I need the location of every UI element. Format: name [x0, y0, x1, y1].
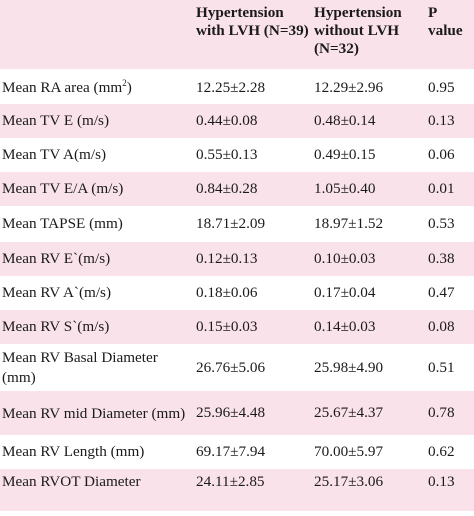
cell-with-lvh: 0.84±0.28: [196, 180, 258, 197]
table-row: Mean TAPSE (mm) 18.71±2.09 18.97±1.52 0.…: [0, 206, 474, 242]
cell-with-lvh: 0.18±0.06: [196, 284, 258, 301]
row-label: Mean TV A(m/s): [2, 146, 107, 163]
cell-without-lvh: 0.10±0.03: [314, 250, 376, 267]
cell-p-value: 0.95: [428, 78, 455, 96]
header-with-lvh: Hypertension with LVH (N=39): [191, 0, 311, 71]
table-row: Mean RV S`(m/s) 0.15±0.03 0.14±0.03 0.08: [0, 310, 474, 344]
row-label: Mean RA area (mm2): [0, 70, 191, 104]
table-row: Mean RV E`(m/s) 0.12±0.13 0.10±0.03 0.38: [0, 242, 474, 276]
cell-without-lvh: 0.14±0.03: [314, 318, 376, 335]
table-row: Mean RV mid Diameter (mm) 25.96±4.48 25.…: [0, 391, 474, 435]
table-row: Mean TV A(m/s) 0.55±0.13 0.49±0.15 0.06: [0, 138, 474, 172]
cell-without-lvh: 0.49±0.15: [314, 146, 376, 163]
row-label-tail: ): [126, 78, 132, 96]
cell-p-value: 0.62: [428, 443, 455, 460]
row-label: Mean TV E (m/s): [2, 112, 110, 129]
cell-with-lvh: 12.25±2.28: [196, 78, 266, 96]
superscript: 2: [122, 77, 127, 88]
table-row: Mean TV E/A (m/s) 0.84±0.28 1.05±0.40 0.…: [0, 172, 474, 206]
cell-with-lvh: 26.76±5.06: [196, 358, 266, 376]
row-label-text: Mean RA area (mm: [2, 78, 123, 96]
cell-without-lvh: 25.17±3.06: [314, 473, 384, 490]
cell-with-lvh: 18.71±2.09: [196, 215, 266, 232]
cell-without-lvh: 25.67±4.37: [314, 404, 384, 421]
header-without-lvh: Hypertension without LVH (N=32): [311, 0, 427, 71]
cell-p-value: 0.78: [428, 404, 455, 421]
cell-without-lvh: 70.00±5.97: [314, 443, 384, 460]
cell-without-lvh: 0.48±0.14: [314, 112, 376, 129]
cell-with-lvh: 69.17±7.94: [196, 443, 266, 460]
cell-without-lvh: 1.05±0.40: [314, 180, 376, 197]
row-label: Mean RV E`(m/s): [2, 250, 111, 267]
table-row: Mean RVOT Diameter 24.11±2.85 25.17±3.06…: [0, 469, 474, 511]
row-label: Mean RV Length (mm): [2, 443, 145, 460]
cell-with-lvh: 0.55±0.13: [196, 146, 258, 163]
table-row: Mean TV E (m/s) 0.44±0.08 0.48±0.14 0.13: [0, 104, 474, 138]
cell-p-value: 0.51: [428, 358, 455, 376]
table-row: Mean RV A`(m/s) 0.18±0.06 0.17±0.04 0.47: [0, 276, 474, 310]
cell-p-value: 0.47: [428, 284, 455, 301]
header-p-value: P value: [427, 0, 474, 71]
row-label: Mean RV Basal Diameter (mm): [2, 349, 158, 386]
cell-with-lvh: 25.96±4.48: [196, 404, 266, 421]
row-label: Mean TV E/A (m/s): [2, 180, 124, 197]
row-label: Mean RVOT Diameter: [2, 473, 141, 490]
cell-p-value: 0.38: [428, 250, 455, 267]
cell-p-value: 0.53: [428, 215, 455, 232]
cell-p-value: 0.08: [428, 318, 455, 335]
cell-without-lvh: 12.29±2.96: [314, 78, 384, 96]
header-row: Hypertension with LVH (N=39) Hypertensio…: [0, 0, 474, 71]
cell-p-value: 0.06: [428, 146, 455, 163]
cell-without-lvh: 25.98±4.90: [314, 358, 384, 376]
table-row: Mean RA area (mm2) 12.25±2.28 12.29±2.96…: [0, 70, 474, 104]
header-cell-blank: [0, 0, 191, 71]
cell-with-lvh: 0.15±0.03: [196, 318, 258, 335]
cell-p-value: 0.01: [428, 180, 455, 197]
cell-without-lvh: 18.97±1.52: [314, 215, 384, 232]
row-label: Mean RV A`(m/s): [2, 284, 112, 301]
row-label: Mean RV mid Diameter (mm): [2, 404, 186, 422]
row-label: Mean RV S`(m/s): [2, 318, 110, 335]
row-label: Mean TAPSE (mm): [2, 215, 123, 232]
table-row: Mean RV Basal Diameter (mm) 26.76±5.06 2…: [0, 344, 474, 391]
cell-p-value: 0.13: [428, 112, 455, 129]
cell-without-lvh: 0.17±0.04: [314, 284, 376, 301]
table-row: Mean RV Length (mm) 69.17±7.94 70.00±5.9…: [0, 435, 474, 469]
cell-with-lvh: 24.11±2.85: [196, 473, 265, 490]
cell-with-lvh: 0.44±0.08: [196, 112, 258, 129]
cell-with-lvh: 0.12±0.13: [196, 250, 258, 267]
cell-p-value: 0.13: [428, 473, 455, 490]
